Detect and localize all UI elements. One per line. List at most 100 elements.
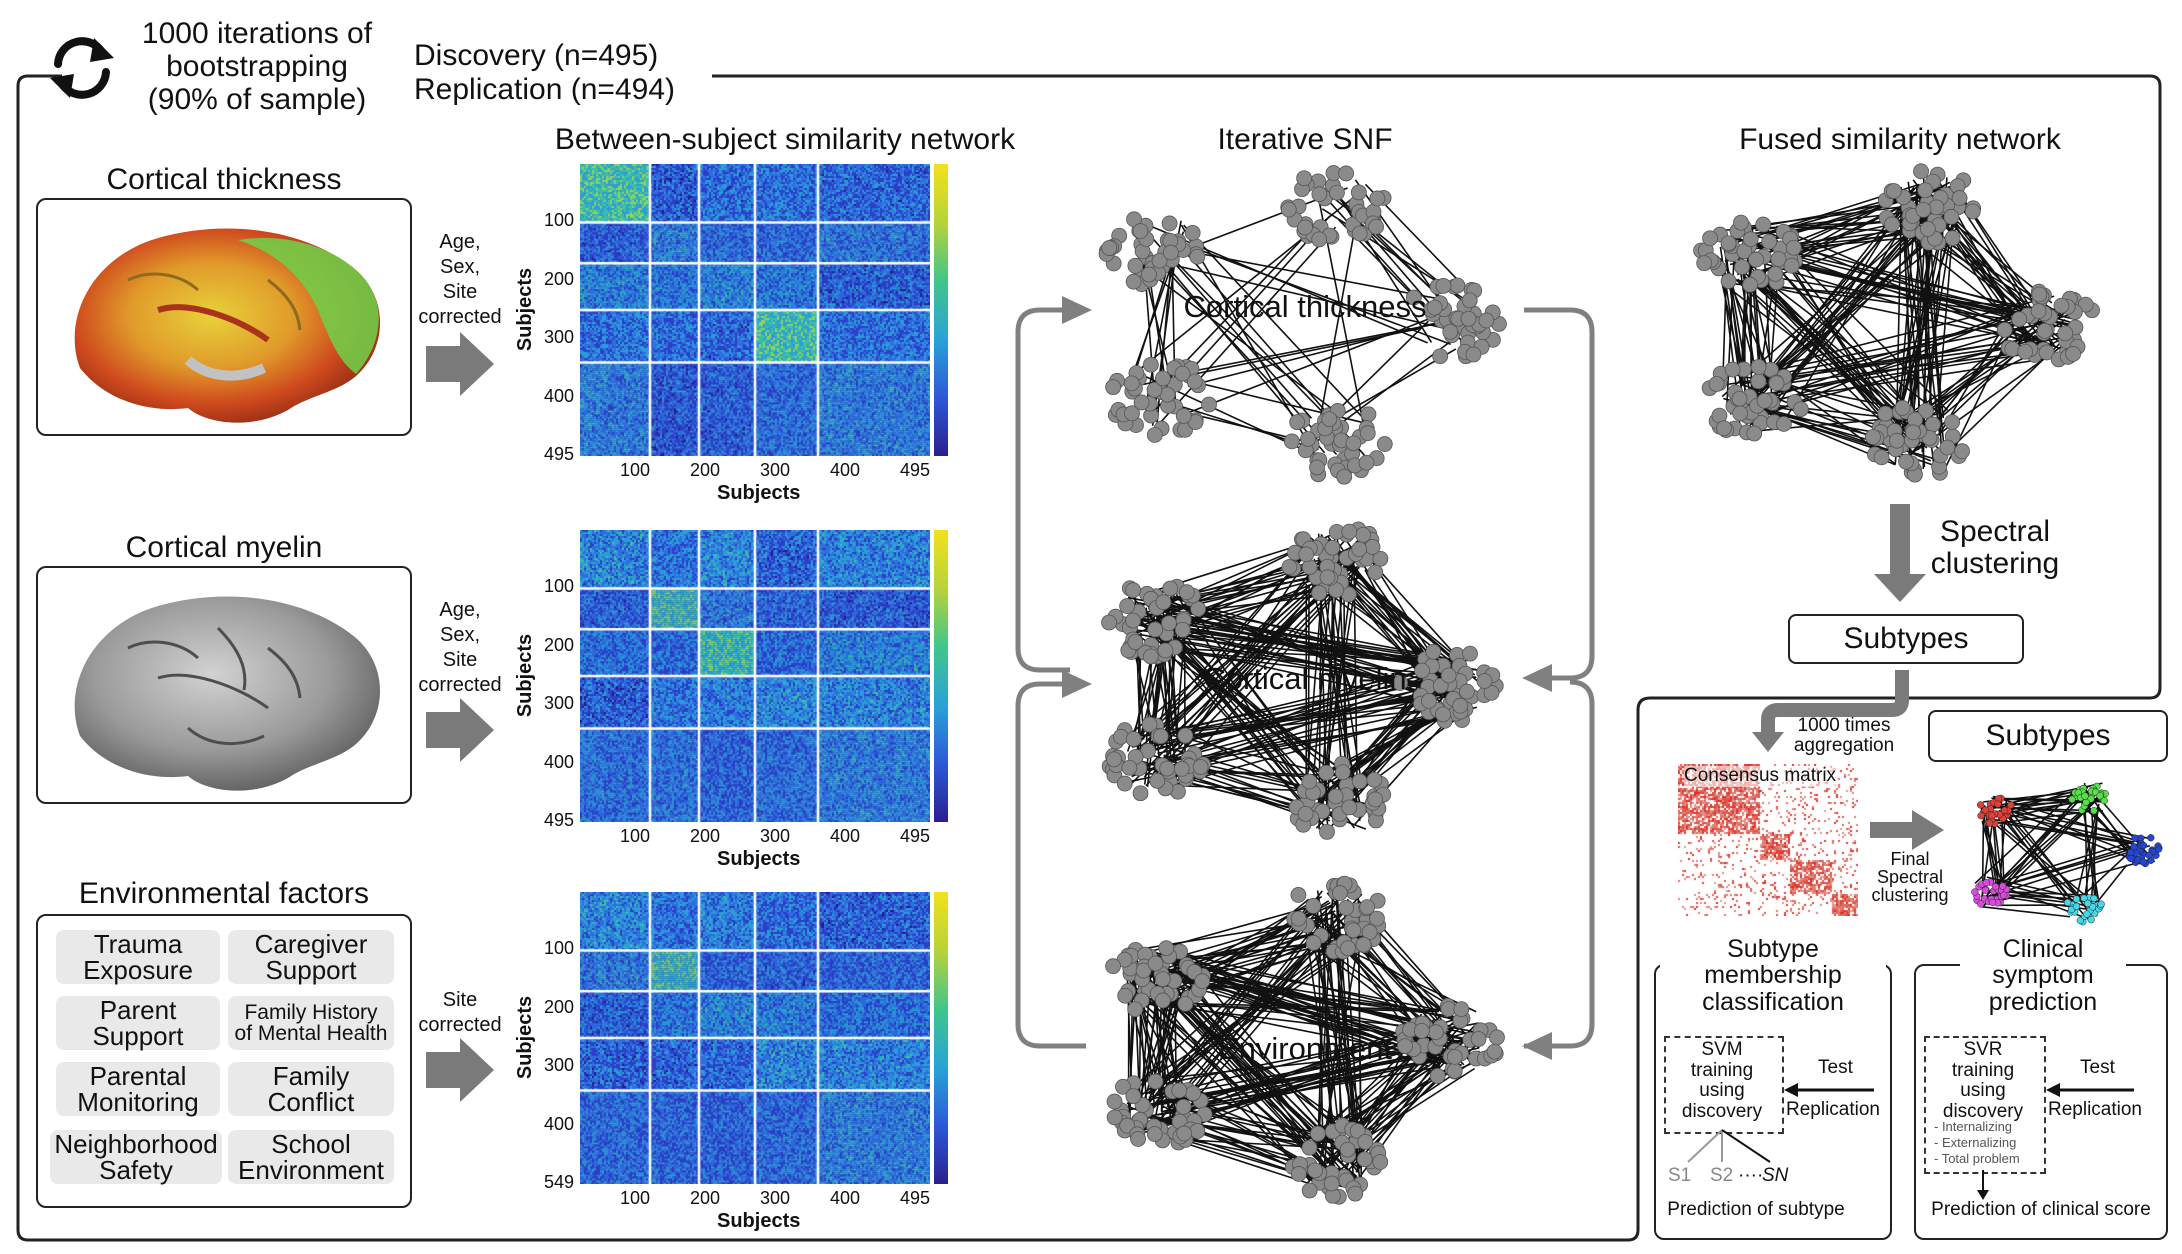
matrix-ytick: 300 xyxy=(544,1055,575,1076)
final-clustering-line3: clustering xyxy=(1871,885,1949,905)
network-node-cluster xyxy=(1280,165,1392,248)
network-node-cluster xyxy=(1395,997,1505,1084)
subtypes-box: Subtypes xyxy=(1788,614,2024,664)
network-node-cluster xyxy=(1283,402,1393,485)
network-node-cluster xyxy=(1865,400,1970,483)
bootstrap-line1: 1000 iterations of xyxy=(141,17,373,50)
subtype-cluster xyxy=(2063,894,2105,926)
matrix-ytick: 400 xyxy=(544,751,575,772)
svr-training-text: SVR training using discovery xyxy=(1942,1039,2024,1122)
subtype-s1: S1 xyxy=(1668,1165,1692,1186)
aggregation-line2: aggregation xyxy=(1793,735,1895,756)
subtype-s2: S2 xyxy=(1710,1165,1734,1186)
header-fused: Fused similarity network xyxy=(1739,123,2061,156)
replication-label: Replication (n=494) xyxy=(414,73,675,106)
env-factor-caregiver-support: Caregiver Support xyxy=(228,930,394,984)
title-environment: Environmental factors xyxy=(78,877,370,910)
bootstrap-line3: (90% of sample) xyxy=(147,83,367,116)
arrow-environment xyxy=(426,1038,494,1102)
left-bracket-heads xyxy=(1062,296,1092,698)
matrix-ytick: 300 xyxy=(544,693,575,714)
matrix-xtick: 400 xyxy=(830,1188,861,1208)
subtypes-box-secondary: Subtypes xyxy=(1928,710,2168,762)
matrix-ytick: 200 xyxy=(544,268,575,289)
matrix-xtick: 100 xyxy=(620,826,651,846)
network-node-cluster xyxy=(1284,1117,1389,1205)
prediction-replication: Replication xyxy=(2048,1099,2142,1120)
env-factor-trauma-exposure: Trauma Exposure xyxy=(56,930,220,984)
prediction-test: Test xyxy=(2080,1057,2115,1078)
network-node-cluster xyxy=(1392,643,1504,729)
spectral-arrow xyxy=(1874,504,1926,602)
network-node-cluster xyxy=(1105,940,1211,1018)
matrix-xtick: 495 xyxy=(900,460,931,480)
network-node-cluster xyxy=(1701,359,1809,442)
matrix-ytick: 400 xyxy=(544,385,575,406)
network-node-cluster xyxy=(1996,283,2100,368)
matrix-xtick: 300 xyxy=(760,826,791,846)
classification-footer: Prediction of subtype xyxy=(1667,1199,1845,1220)
correction-environment: Site corrected xyxy=(418,989,502,1036)
prediction-title: Clinical symptom prediction xyxy=(1960,936,2126,1015)
classification-title: Subtype membership classification xyxy=(1660,936,1886,1015)
matrix-ytick: 200 xyxy=(544,634,575,655)
subtype-cluster xyxy=(2125,834,2163,868)
matrix-ytick: 300 xyxy=(544,327,575,348)
subtype-network xyxy=(1971,782,2163,926)
prediction-item-internalizing: - Internalizing xyxy=(1934,1119,2013,1134)
spectral-line1: Spectral xyxy=(1939,515,2051,548)
env-factor-family-history: Family History of Mental Health xyxy=(228,996,394,1050)
brain-myelin-image xyxy=(74,596,381,791)
matrix-xlabel: Subjects xyxy=(717,848,801,870)
matrix-ytick: 200 xyxy=(544,996,575,1017)
right-bracket-heads xyxy=(1522,664,1552,1060)
matrix-ytick: 549 xyxy=(544,1172,575,1192)
similarity-matrix-environment xyxy=(580,892,930,1184)
prediction-item-externalizing: - Externalizing xyxy=(1934,1135,2017,1150)
spectral-line2: clustering xyxy=(1930,547,2060,580)
header-between: Between-subject similarity network xyxy=(554,123,1016,156)
svm-training-box xyxy=(1664,1036,1784,1134)
colorbar-thickness xyxy=(934,164,948,456)
matrix-ytick: 400 xyxy=(544,1113,575,1134)
network-node-cluster xyxy=(1098,211,1206,293)
environment-panel: Trauma Exposure Caregiver Support Parent… xyxy=(36,914,412,1208)
matrix-xtick: 100 xyxy=(620,460,651,480)
matrix-xtick: 100 xyxy=(620,1188,651,1208)
header-iterative: Iterative SNF xyxy=(1217,123,1393,156)
consensus-matrix xyxy=(1678,764,1858,916)
matrix-xlabel: Subjects xyxy=(717,1210,801,1232)
matrix-ytick: 100 xyxy=(544,576,575,597)
snf-label-environment: Environment xyxy=(1217,1031,1393,1066)
matrix-xtick: 495 xyxy=(900,1188,931,1208)
network-node-cluster xyxy=(1877,163,1982,251)
myelin-panel xyxy=(36,566,412,804)
matrix-ytick: 100 xyxy=(544,210,575,231)
subtype-cluster xyxy=(1976,794,2015,828)
env-factor-parental-monitoring: Parental Monitoring xyxy=(56,1062,220,1116)
matrix-xtick: 495 xyxy=(900,826,931,846)
snf-label-myelin: Cortical myelin xyxy=(1203,661,1407,696)
network-node-cluster xyxy=(1101,578,1207,665)
network-node-cluster xyxy=(1281,521,1389,603)
final-clustering-line1: Final xyxy=(1890,849,1930,869)
network-node-cluster xyxy=(1288,755,1392,840)
correction-arrows xyxy=(426,332,494,1102)
prediction-item-total: - Total problem xyxy=(1934,1151,2020,1166)
arrow-thickness xyxy=(426,332,494,396)
matrix-ytick: 495 xyxy=(544,444,575,464)
matrix-xtick: 300 xyxy=(760,1188,791,1208)
classification-test: Test xyxy=(1818,1057,1853,1078)
matrix-xlabel: Subjects xyxy=(717,482,801,504)
network-node-cluster xyxy=(1286,875,1387,960)
network-node-cluster xyxy=(1693,214,1803,293)
subtype-cluster xyxy=(1971,878,2011,908)
aggregation-arrow xyxy=(1752,732,1784,752)
network-node-cluster xyxy=(1405,277,1507,365)
network-node-cluster xyxy=(1105,356,1217,443)
similarity-matrix-thickness xyxy=(580,164,930,456)
